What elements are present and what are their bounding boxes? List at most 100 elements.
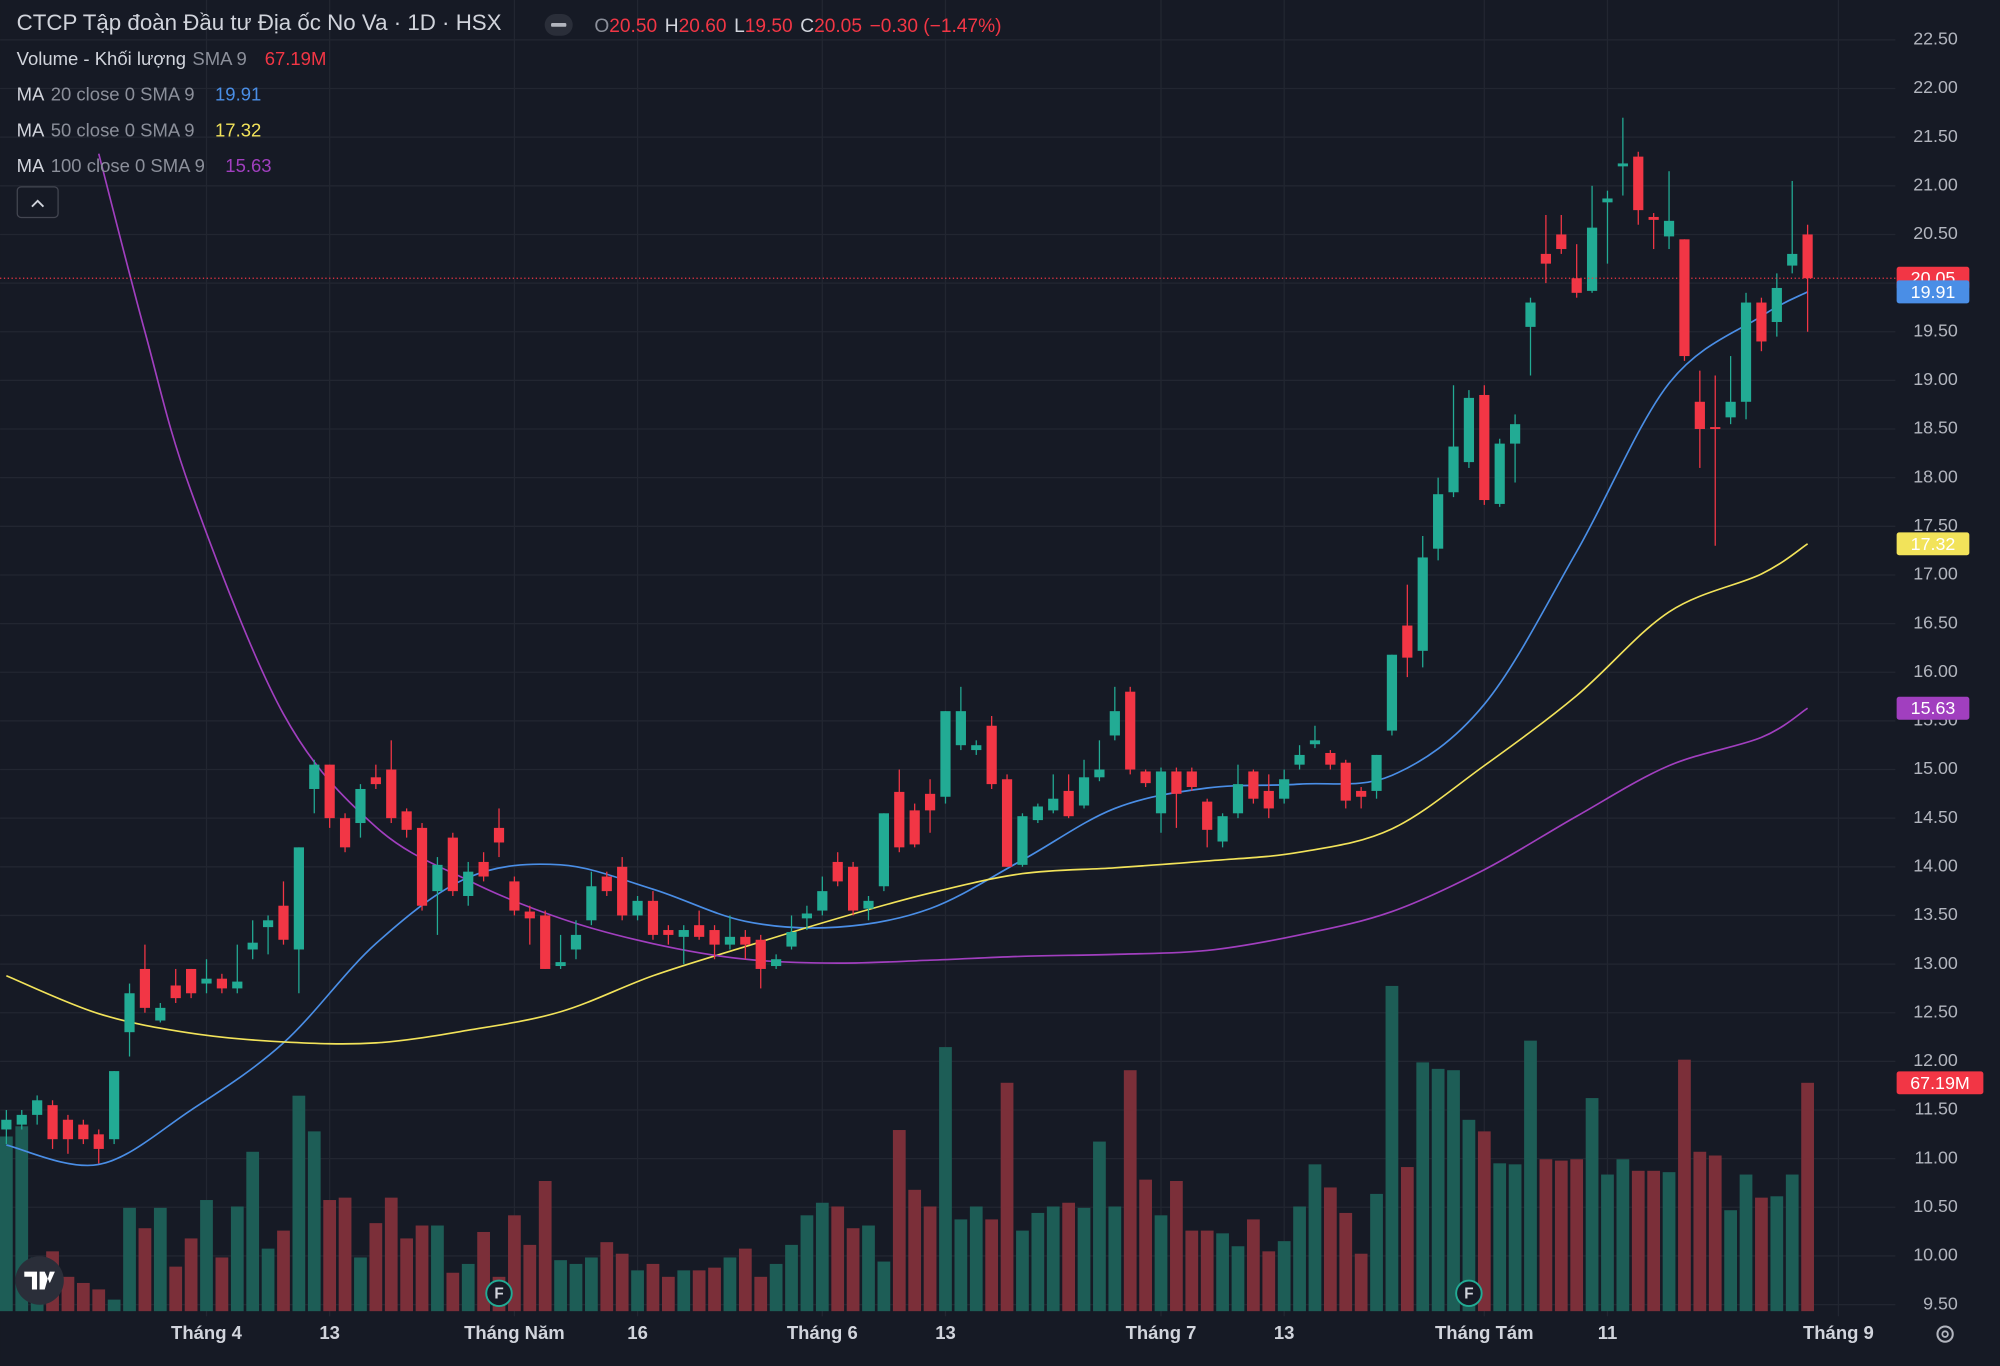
volume-bars [0,985,1814,1312]
volume-bar [708,1267,721,1312]
candle-body [186,968,197,994]
legend-value: 67.19M [265,48,327,69]
candle-body [170,985,181,999]
y-tick-label: 20.50 [1913,223,1958,243]
volume-bar [1139,1179,1152,1312]
candle-body [1679,239,1690,357]
volume-bar [1801,1082,1814,1312]
candle-body [909,810,920,845]
y-tick-label: 22.00 [1913,77,1958,97]
y-tick-label: 14.00 [1913,856,1958,876]
x-tick-label: 13 [1274,1322,1295,1343]
candle-body [1386,654,1398,731]
volume-bar [1785,1174,1799,1312]
candle-body [1463,397,1475,463]
volume-bar [1539,1159,1553,1312]
volume-bar [1678,1059,1691,1312]
volume-bar [153,1207,167,1312]
candle-body [755,939,766,969]
ohlc-key: O [594,16,609,37]
volume-bar [1585,1098,1599,1312]
candle-body [247,942,258,950]
candle-body [709,930,720,945]
legend-name: MA [17,119,45,140]
volume-bar [200,1200,213,1312]
volume-bar [1739,1174,1753,1312]
y-tick-label: 22.50 [1913,29,1958,49]
volume-bar [369,1223,383,1312]
volume-bar [939,1047,952,1312]
volume-bar [1616,1159,1630,1312]
candle-body [32,1100,43,1115]
candle-body [47,1105,58,1140]
price-tag [1896,532,1970,556]
legend-params: SMA 9 [192,48,246,69]
volume-bar [1431,1068,1445,1312]
y-tick-label: 9.50 [1923,1293,1958,1313]
settings-icon[interactable] [1936,1325,1954,1343]
volume-bar [1016,1230,1029,1312]
price-tag [1896,696,1970,720]
volume-bar [1247,1219,1260,1312]
candle-body [1448,446,1459,493]
volume-bar [538,1180,552,1312]
candle-body [1,1119,12,1130]
candle-body [524,911,535,919]
volume-bar [0,1136,13,1312]
price-tag [1896,280,1970,304]
volume-bar [908,1189,922,1312]
candle-body [863,900,874,909]
volume-bar [615,1253,629,1312]
candle-body [986,725,997,785]
volume-bar [384,1197,398,1312]
candle-body [416,827,428,906]
legend-value: 15.63 [225,155,271,176]
candle-body [493,827,505,843]
gear-hub [1941,1330,1949,1338]
volume-bar [862,1225,875,1312]
volume-bar [292,1095,306,1312]
volume-bar [1400,1167,1414,1312]
candle-body [601,876,612,892]
legend-name: Volume - Khối lượng [17,48,186,69]
y-tick-label: 12.50 [1913,1001,1958,1021]
candle-body [1479,394,1490,501]
candle-body [1509,424,1521,444]
y-tick-label: 17.00 [1913,564,1958,584]
candle-body [1756,302,1767,342]
volume-bar [1524,1040,1537,1312]
price-tag-label: 17.32 [1911,534,1956,554]
ma-line [97,153,1809,964]
volume-bar [107,1299,121,1312]
candle-body [432,864,443,892]
candle-body [894,791,905,848]
y-tick-label: 18.50 [1913,418,1958,438]
price-tag-label: 15.63 [1911,698,1956,718]
x-tick-label: Tháng 6 [787,1322,858,1343]
volume-bar [1185,1230,1199,1312]
candle-body [1279,779,1290,799]
y-tick-label: 13.50 [1913,904,1958,924]
volume-bar [123,1207,136,1312]
volume-bar [261,1248,275,1312]
volume-bar [661,1276,675,1312]
ohlc-key: C [800,16,814,37]
volume-bar [1508,1164,1522,1312]
candle-body [1340,762,1351,801]
ma-legend: MA 100 close 0 SMA 9 15.63 [17,155,272,176]
ma-legend: MA 50 close 0 SMA 9 17.32 [17,119,262,140]
ma-line [6,543,1809,1045]
volume-bar [769,1263,783,1312]
candle-body [724,936,736,945]
candle-body [771,959,782,967]
candle-body [124,993,135,1033]
y-tick-label: 16.50 [1913,612,1958,632]
volume-bar [692,1270,706,1312]
volume-bar [877,1261,891,1312]
candle-body [878,813,889,887]
legend-value: 19.91 [215,84,261,105]
y-tick-label: 16.00 [1913,661,1958,681]
candle-body [370,777,381,785]
